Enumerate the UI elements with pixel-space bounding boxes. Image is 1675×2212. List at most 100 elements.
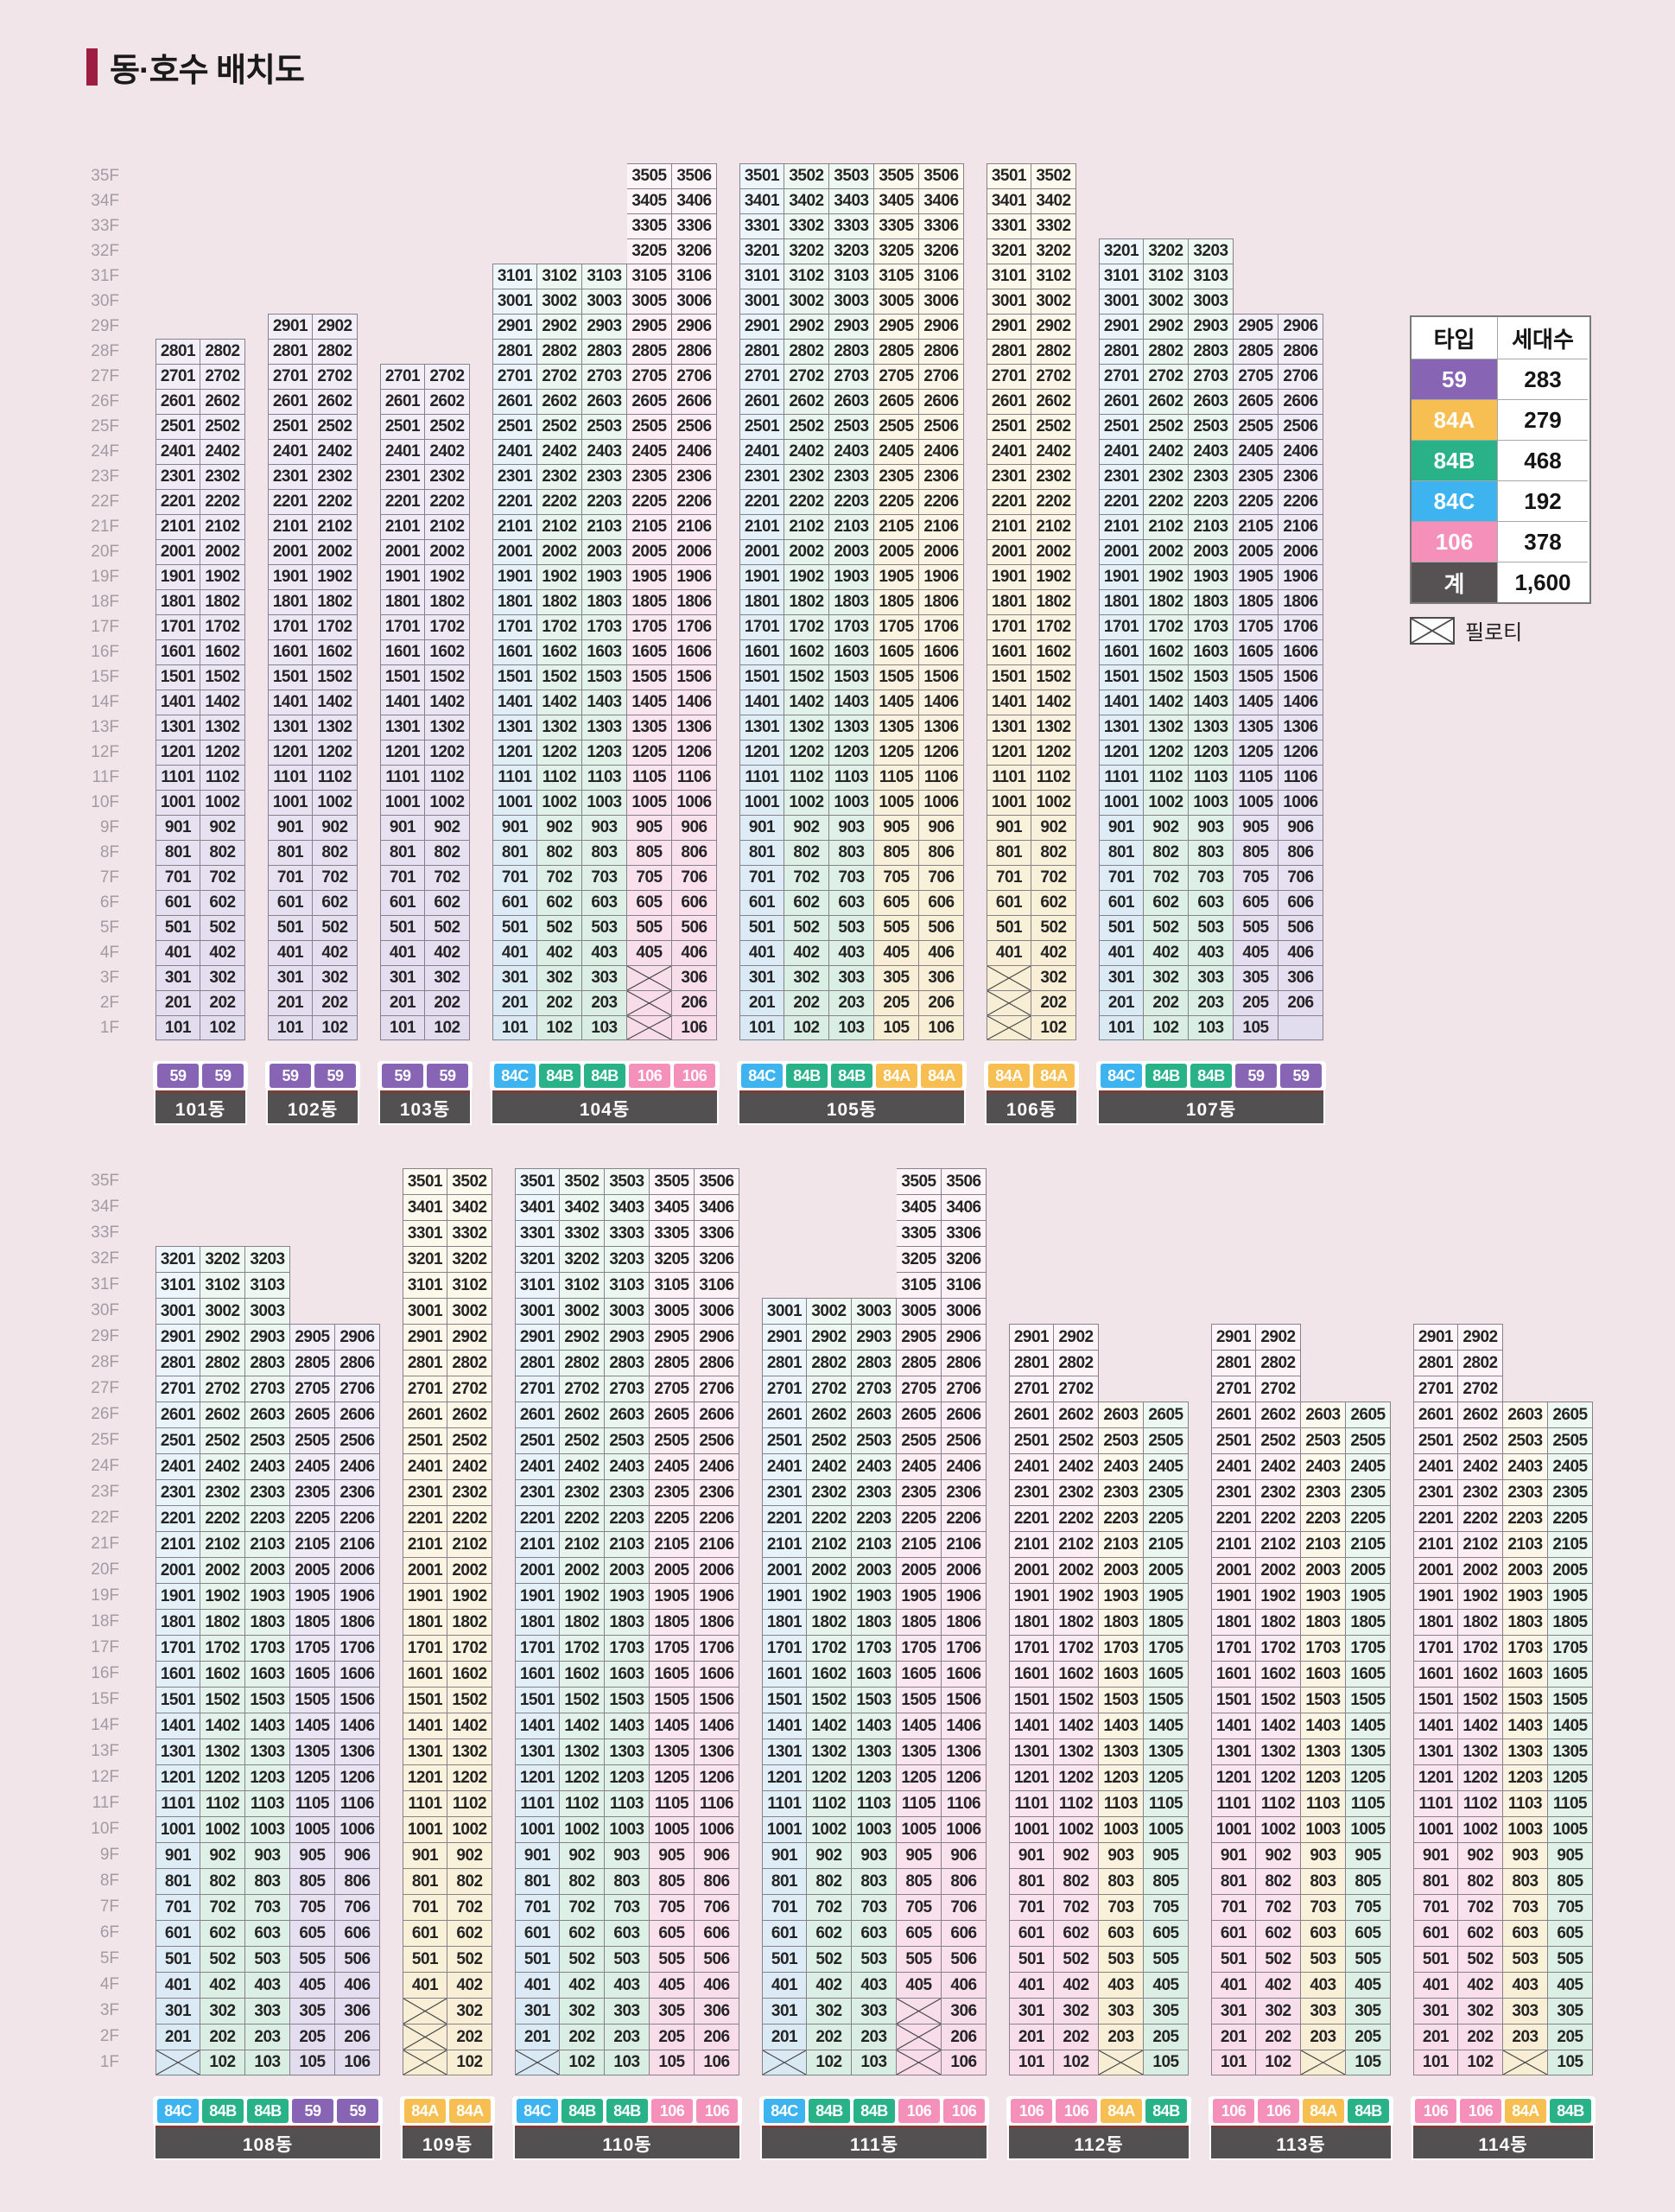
unit-cell: 1902 [1458, 1583, 1503, 1609]
unit-cell: 706 [942, 1894, 987, 1920]
unit-cell: 505 [1548, 1946, 1593, 1972]
unit-cell: 2205 [1234, 489, 1278, 514]
unit-cell: 1202 [425, 740, 470, 765]
unit-cell: 1805 [874, 589, 919, 614]
unit-cell: 2102 [1054, 1531, 1099, 1557]
unit-cell: 1902 [425, 564, 470, 589]
unit-cell: 1206 [1278, 740, 1323, 765]
unit-cell: 2601 [1413, 1402, 1458, 1427]
unit-cell: 1301 [492, 715, 537, 740]
unit-cell: 405 [627, 940, 672, 965]
unit-cell: 2702 [537, 364, 582, 389]
unit-cell: 1306 [1278, 715, 1323, 740]
unit-cell: 2103 [1301, 1531, 1346, 1557]
unit-cell: 1405 [1144, 1713, 1189, 1738]
unit-cell: 2105 [1234, 514, 1278, 539]
unit-cell: 1903 [1301, 1583, 1346, 1609]
unit-cell: 2203 [1503, 1505, 1548, 1531]
unit-cell: 2705 [874, 364, 919, 389]
unit-cell: 1605 [874, 639, 919, 664]
unit-cell: 605 [650, 1920, 695, 1946]
unit-cell: 901 [492, 815, 537, 840]
building-column: 2906 2806 2706 2606 2506 2406 2306 2206 2106 2006… [335, 1324, 380, 2076]
unit-cell: 1506 [672, 664, 717, 690]
unit-cell: 902 [200, 815, 245, 840]
unit-cell: 1102 [1054, 1790, 1099, 1816]
type-badge: 106 [1011, 2099, 1052, 2123]
unit-cell: 2902 [560, 1324, 605, 1350]
unit-cell: 201 [380, 990, 425, 1015]
unit-cell: 1703 [852, 1635, 897, 1661]
unit-cell: 1202 [1031, 740, 1076, 765]
unit-cell: 1305 [897, 1738, 942, 1764]
unit-cell: 2701 [987, 364, 1031, 389]
unit-cell: 1502 [807, 1687, 852, 1713]
unit-cell: 1202 [1054, 1764, 1099, 1790]
unit-cell: 2501 [155, 414, 200, 439]
unit-cell: 3203 [605, 1246, 650, 1272]
unit-cell: 2303 [829, 464, 874, 489]
unit-cell: 2706 [1278, 364, 1323, 389]
unit-cell: 1202 [1144, 740, 1189, 765]
unit-cell: 106 [335, 2050, 380, 2075]
unit-cell: 2306 [695, 1479, 739, 1505]
unit-cell: 1305 [1346, 1738, 1391, 1764]
unit-cell: 505 [290, 1946, 335, 1972]
unit-cell: 806 [919, 840, 964, 865]
unit-cell: 502 [1458, 1946, 1503, 1972]
type-badge: 84B [247, 2099, 289, 2123]
unit-cell: 103 [852, 2050, 897, 2075]
floor-label: 10F [91, 1820, 119, 1838]
unit-cell: 3203 [245, 1246, 290, 1272]
unit-cell: 2101 [515, 1531, 560, 1557]
unit-cell: 1606 [942, 1661, 987, 1687]
unit-cell: 1801 [268, 589, 313, 614]
unit-cell: 2201 [380, 489, 425, 514]
unit-cell: 1105 [1346, 1790, 1391, 1816]
unit-cell: 3402 [1031, 188, 1076, 213]
unit-cell: 3101 [492, 264, 537, 289]
unit-cell: 2002 [1144, 539, 1189, 564]
unit-cell: 1701 [739, 614, 784, 639]
unit-cell: 1702 [200, 1635, 245, 1661]
unit-cell: 801 [739, 840, 784, 865]
unit-cell: 2503 [852, 1427, 897, 1453]
unit-cell: 2701 [1211, 1376, 1256, 1402]
unit-cell: 1401 [268, 690, 313, 715]
unit-cell: 603 [852, 1920, 897, 1946]
unit-cell: 3201 [739, 238, 784, 264]
unit-cell: 2102 [807, 1531, 852, 1557]
unit-cell: 2401 [380, 439, 425, 464]
unit-cell: 201 [155, 2024, 200, 2050]
unit-cell: 2502 [1054, 1427, 1099, 1453]
unit-cell: 302 [200, 965, 245, 990]
unit-cell: 2502 [784, 414, 829, 439]
unit-cell: 2003 [1099, 1557, 1144, 1583]
unit-cell: 905 [627, 815, 672, 840]
unit-cell: 1405 [1234, 690, 1278, 715]
unit-cell: 2802 [1054, 1350, 1099, 1376]
unit-cell: 2102 [1256, 1531, 1301, 1557]
unit-cell: 2602 [425, 389, 470, 414]
unit-cell: 306 [695, 1998, 739, 2024]
unit-cell: 102 [425, 1015, 470, 1040]
unit-cell: 2501 [492, 414, 537, 439]
unit-cell: 806 [942, 1868, 987, 1894]
type-badge: 59 [382, 1064, 423, 1088]
unit-cell: 2801 [155, 1350, 200, 1376]
unit-cell: 801 [492, 840, 537, 865]
unit-cell: 202 [784, 990, 829, 1015]
unit-cell: 2401 [762, 1453, 807, 1479]
unit-cell: 601 [380, 890, 425, 915]
unit-cell: 1801 [155, 589, 200, 614]
unit-cell: 1203 [1099, 1764, 1144, 1790]
unit-cell: 203 [852, 2024, 897, 2050]
unit-cell: 106 [942, 2050, 987, 2075]
unit-cell: 2605 [290, 1402, 335, 1427]
unit-cell: 705 [1548, 1894, 1593, 1920]
unit-cell: 1901 [155, 564, 200, 589]
unit-cell: 2401 [1099, 439, 1144, 464]
type-badge: 84B [1348, 2099, 1389, 2123]
unit-cell: 2406 [942, 1453, 987, 1479]
unit-cell: 1206 [335, 1764, 380, 1790]
